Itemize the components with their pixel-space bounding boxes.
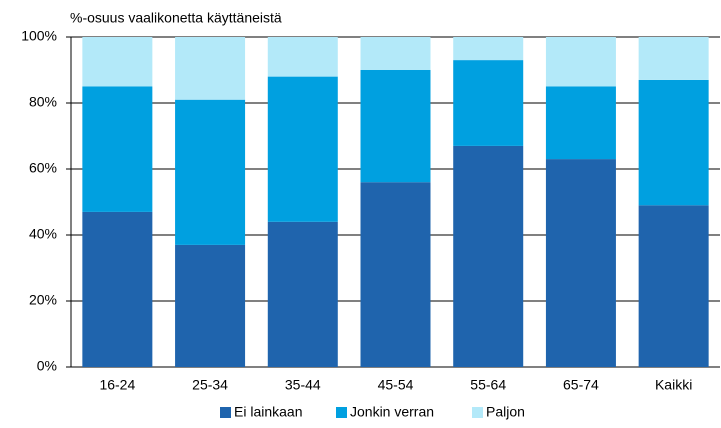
bar-segment (360, 182, 431, 367)
x-tick-label: 25-34 (192, 377, 228, 393)
y-tick-label: 0% (37, 358, 57, 374)
bar-segment (638, 37, 709, 80)
legend-label: Paljon (486, 404, 525, 420)
bar-segment (267, 221, 338, 367)
bar-segment (638, 205, 709, 367)
bar-segment (360, 70, 431, 183)
legend-swatch (336, 407, 347, 418)
bar-segment (453, 37, 524, 61)
bar-segment (453, 145, 524, 367)
bar-segment (453, 60, 524, 146)
legend-label: Ei lainkaan (234, 404, 303, 420)
legend-swatch (472, 407, 483, 418)
x-tick-label: 65-74 (563, 377, 599, 393)
bar-segment (545, 159, 616, 367)
bar-segment (175, 37, 246, 100)
bar-segment (82, 211, 153, 367)
y-tick-label: 100% (21, 28, 57, 44)
bar-segment (545, 37, 616, 87)
x-tick-label: 45-54 (378, 377, 414, 393)
bar-segment (267, 76, 338, 222)
legend-label: Jonkin verran (350, 404, 434, 420)
bar-segment (638, 79, 709, 206)
bar-segment (545, 86, 616, 160)
bar-segment (360, 37, 431, 70)
x-tick-label: Kaikki (655, 377, 692, 393)
bar-segment (82, 37, 153, 87)
y-tick-label: 20% (29, 292, 57, 308)
y-tick-label: 80% (29, 94, 57, 110)
x-tick-label: 55-64 (470, 377, 506, 393)
y-tick-label: 60% (29, 160, 57, 176)
bar-segment (175, 99, 246, 245)
bar-segment (82, 86, 153, 212)
x-tick-label: 35-44 (285, 377, 321, 393)
x-tick-label: 16-24 (99, 377, 135, 393)
bar-segment (175, 244, 246, 367)
legend-swatch (220, 407, 231, 418)
y-axis-label: %-osuus vaalikonetta käyttäneistä (70, 10, 282, 26)
bar-segment (267, 37, 338, 77)
y-tick-label: 40% (29, 226, 57, 242)
